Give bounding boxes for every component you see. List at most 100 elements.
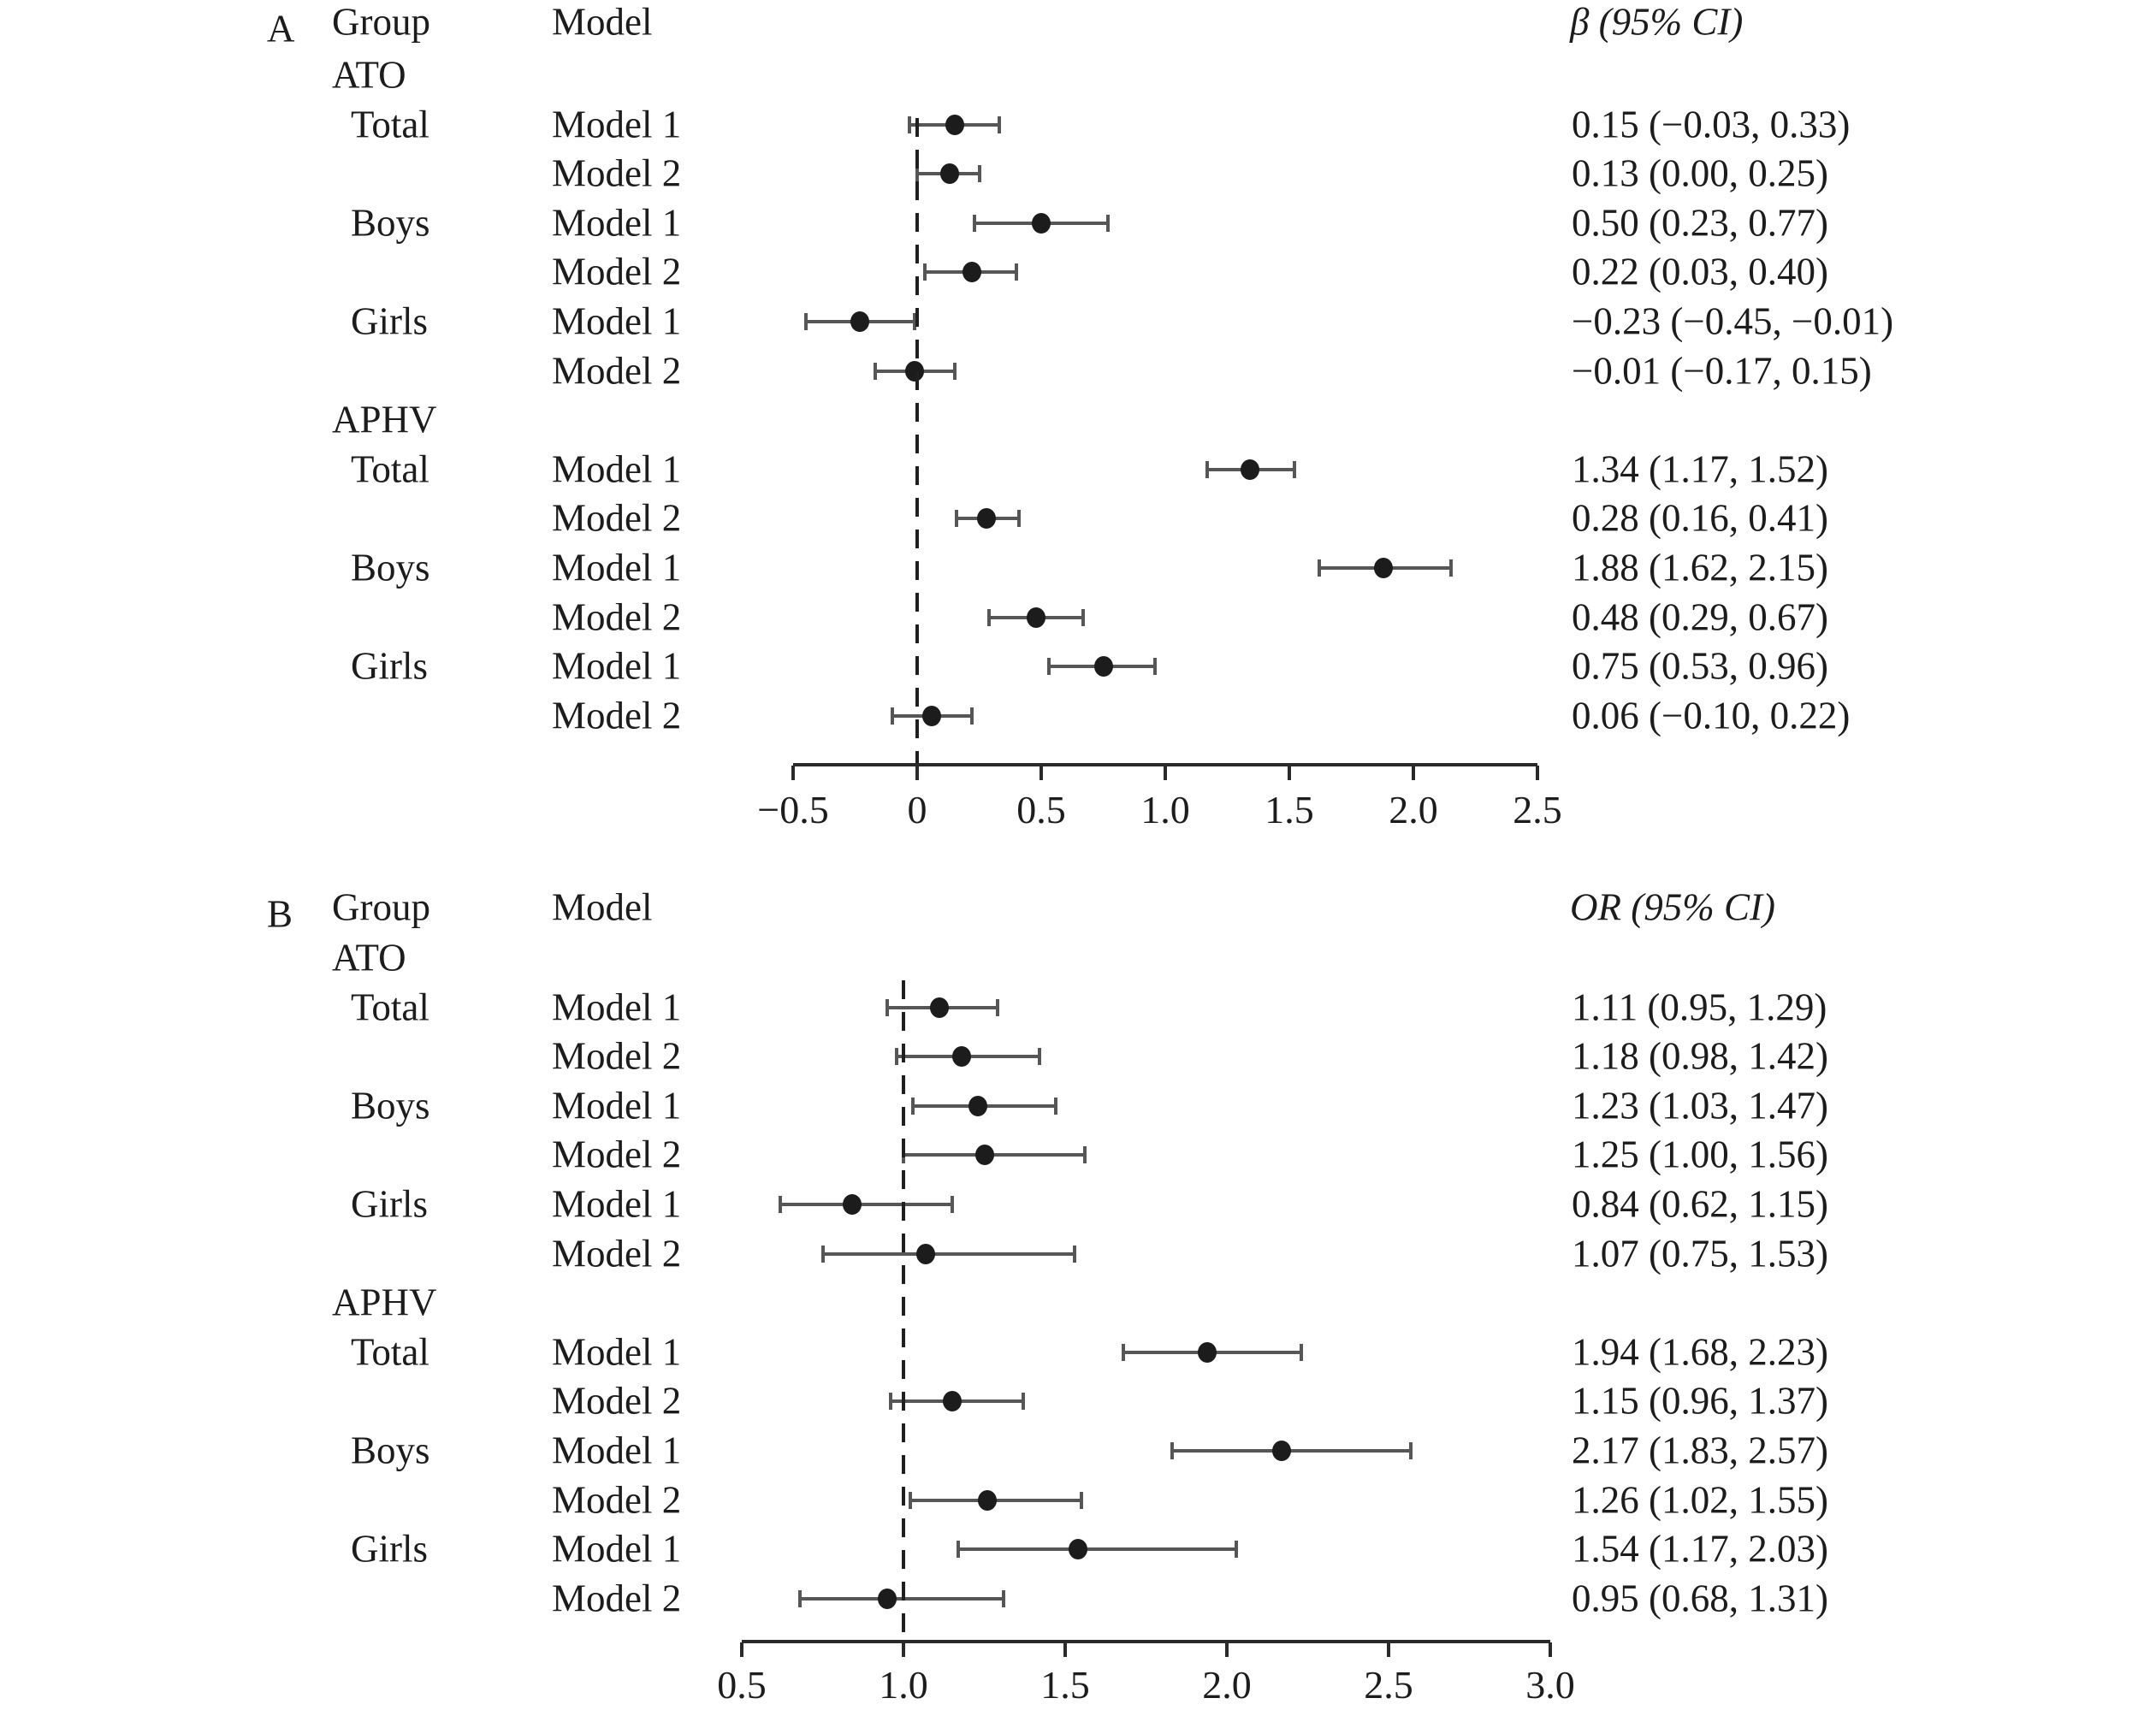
ci-bar xyxy=(958,1547,1237,1552)
ci-cap-left xyxy=(922,263,927,281)
point-estimate-marker xyxy=(1272,1441,1292,1461)
ci-cap-left xyxy=(972,214,976,232)
subgroup-label: Total xyxy=(351,447,429,491)
axis-tick-label: 1.5 xyxy=(1040,1663,1090,1707)
ci-cap-left xyxy=(1205,460,1210,478)
estimate-value: 0.06 (−0.10, 0.22) xyxy=(1572,694,1851,737)
group-label: ATO xyxy=(332,53,406,97)
panel-b-label: B xyxy=(267,892,293,936)
ci-cap-left xyxy=(1122,1343,1126,1361)
axis-tick xyxy=(915,766,919,780)
point-estimate-marker xyxy=(942,1391,962,1412)
ci-cap-right xyxy=(995,998,999,1016)
ci-cap-right xyxy=(1153,658,1158,676)
panel-a-estimate-column-header: β (95% CI) xyxy=(1570,0,1744,44)
axis-tick-label: 2.5 xyxy=(1513,788,1562,831)
axis-tick-label: −0.5 xyxy=(757,788,829,831)
ci-cap-right xyxy=(913,313,917,330)
group-label: ATO xyxy=(332,936,406,979)
subgroup-label: Girls xyxy=(351,1527,428,1571)
axis-tick xyxy=(1387,1642,1390,1657)
ci-cap-left xyxy=(873,362,877,380)
ci-cap-right xyxy=(1053,1097,1057,1115)
ci-cap-right xyxy=(997,115,1001,133)
reference-line xyxy=(902,980,905,1642)
ci-cap-right xyxy=(1409,1442,1413,1459)
ci-cap-left xyxy=(886,998,890,1016)
ci-cap-left xyxy=(798,1589,803,1607)
subgroup-label: Boys xyxy=(351,201,430,245)
ci-cap-right xyxy=(1002,1589,1006,1607)
point-estimate-marker xyxy=(929,997,949,1018)
reference-line xyxy=(915,118,919,765)
estimate-value: 1.07 (0.75, 1.53) xyxy=(1572,1232,1828,1275)
axis-tick-label: 1.5 xyxy=(1265,788,1314,831)
model-label: Model 1 xyxy=(552,1527,682,1571)
point-estimate-marker xyxy=(878,1588,897,1609)
model-label: Model 1 xyxy=(552,1084,682,1127)
panel-b-model-column-header: Model xyxy=(552,885,653,929)
model-label: Model 2 xyxy=(552,694,682,737)
point-estimate-marker xyxy=(1069,1539,1088,1560)
model-label: Model 2 xyxy=(552,496,682,540)
ci-cap-left xyxy=(820,1245,825,1263)
ci-bar xyxy=(903,1153,1085,1157)
estimate-value: 1.25 (1.00, 1.56) xyxy=(1572,1133,1828,1176)
panel-a-group-column-header: Group xyxy=(332,0,430,44)
ci-cap-left xyxy=(955,510,959,528)
ci-cap-left xyxy=(908,1491,912,1509)
estimate-value: 1.18 (0.98, 1.42) xyxy=(1572,1034,1828,1078)
point-estimate-marker xyxy=(905,360,925,382)
subgroup-label: Boys xyxy=(351,1084,430,1127)
estimate-value: 0.13 (0.00, 0.25) xyxy=(1572,151,1828,195)
ci-cap-right xyxy=(1016,510,1021,528)
ci-cap-right xyxy=(952,362,957,380)
ci-cap-right xyxy=(1448,559,1453,577)
ci-cap-right xyxy=(1106,214,1111,232)
point-estimate-marker xyxy=(977,508,997,530)
point-estimate-marker xyxy=(1032,212,1051,234)
axis-tick xyxy=(740,1642,743,1657)
model-label: Model 1 xyxy=(552,299,682,343)
point-estimate-marker xyxy=(1093,656,1113,677)
ci-cap-left xyxy=(911,1097,915,1115)
estimate-value: 1.23 (1.03, 1.47) xyxy=(1572,1084,1828,1127)
estimate-value: −0.01 (−0.17, 0.15) xyxy=(1572,349,1872,393)
estimate-value: −0.23 (−0.45, −0.01) xyxy=(1572,299,1894,343)
subgroup-label: Total xyxy=(351,103,429,146)
estimate-value: 0.22 (0.03, 0.40) xyxy=(1572,250,1828,293)
ci-bar xyxy=(1171,1449,1412,1453)
point-estimate-marker xyxy=(962,262,981,283)
model-label: Model 1 xyxy=(552,1429,682,1472)
estimate-value: 0.28 (0.16, 0.41) xyxy=(1572,496,1828,540)
estimate-value: 1.26 (1.02, 1.55) xyxy=(1572,1478,1828,1522)
point-estimate-marker xyxy=(974,1145,994,1166)
ci-cap-right xyxy=(1073,1245,1077,1263)
model-label: Model 1 xyxy=(552,201,682,245)
ci-cap-left xyxy=(957,1541,961,1559)
point-estimate-marker xyxy=(922,705,942,726)
ci-cap-right xyxy=(1015,263,1018,281)
point-estimate-marker xyxy=(1240,459,1259,480)
model-label: Model 1 xyxy=(552,447,682,491)
estimate-value: 0.50 (0.23, 0.77) xyxy=(1572,201,1828,245)
model-label: Model 1 xyxy=(552,103,682,146)
model-label: Model 2 xyxy=(552,1232,682,1275)
axis-tick-label: 0.5 xyxy=(1016,788,1066,831)
model-label: Model 1 xyxy=(552,644,682,688)
ci-cap-left xyxy=(1317,559,1321,577)
estimate-value: 1.94 (1.68, 2.23) xyxy=(1572,1330,1828,1374)
subgroup-label: Total xyxy=(351,1330,429,1374)
axis-tick xyxy=(1164,766,1167,780)
ci-cap-right xyxy=(1081,608,1086,626)
ci-cap-left xyxy=(779,1196,783,1213)
panel-b-estimate-column-header: OR (95% CI) xyxy=(1570,885,1775,929)
axis-tick xyxy=(1549,1642,1552,1657)
ci-cap-right xyxy=(1037,1048,1041,1066)
point-estimate-marker xyxy=(850,311,870,332)
axis-tick-label: 0 xyxy=(907,788,927,831)
point-estimate-marker xyxy=(842,1194,862,1215)
point-estimate-marker xyxy=(916,1243,936,1264)
panel-a-label: A xyxy=(267,7,295,50)
